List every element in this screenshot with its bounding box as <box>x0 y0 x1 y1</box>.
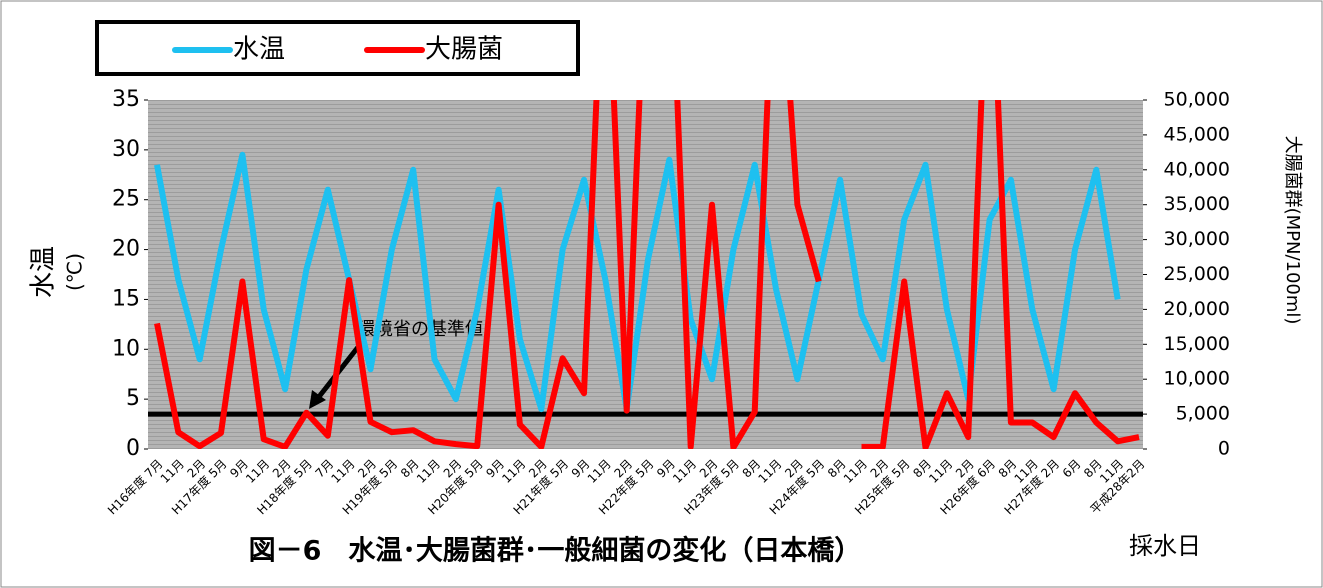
x-tick-label: 11月 <box>841 457 870 486</box>
y2-tick-label: 10,000 <box>1164 368 1230 390</box>
x-axis-label: 採水日 <box>1129 532 1201 560</box>
x-tick-label: 11月 <box>499 457 528 486</box>
x-tick-label: 11月 <box>158 457 187 486</box>
reference-label: 環境省の基準値 <box>357 319 483 340</box>
y2-tick-label: 0 <box>1218 438 1230 460</box>
x-tick-label: 11月 <box>243 457 272 486</box>
data-line <box>154 100 1140 449</box>
data-line <box>154 151 1121 413</box>
x-tick-label: 11月 <box>329 457 358 486</box>
y2-tick-label: 50,000 <box>1164 89 1230 111</box>
y-tick-label: 25 <box>112 187 140 212</box>
y2-tick-label: 20,000 <box>1164 298 1230 320</box>
x-tick-label: 6月 <box>1060 457 1084 481</box>
legend-label: 水温 <box>233 35 285 65</box>
legend-label: 大腸菌 <box>425 35 503 65</box>
y2-tick-label: 40,000 <box>1164 158 1230 180</box>
y2-tick-label: 25,000 <box>1164 263 1230 285</box>
y-axis-unit: (℃) <box>63 253 87 291</box>
y2-axis-label: 大腸菌群(MPN/100ml) <box>1282 136 1303 325</box>
annotation-arrowhead <box>309 390 326 409</box>
y-tick-label: 30 <box>112 137 140 162</box>
legend-box <box>95 20 580 76</box>
legend: 水温 大腸菌 <box>172 35 503 65</box>
y2-tick-label: 30,000 <box>1164 228 1230 250</box>
y2-tick-label: 15,000 <box>1164 333 1230 355</box>
x-tick-label: 11月 <box>670 457 699 486</box>
y-tick-label: 35 <box>112 87 140 112</box>
x-tick-label: 11月 <box>585 457 614 486</box>
chart-title: 図－6 水温･大腸菌群･一般細菌の変化（日本橋） <box>249 535 862 567</box>
y2-tick-label: 5,000 <box>1176 403 1230 425</box>
y-tick-label: 15 <box>112 286 140 311</box>
y-tick-label: 10 <box>112 336 140 361</box>
y2-tick-label: 45,000 <box>1164 123 1230 145</box>
x-tick-label: 11月 <box>755 457 784 486</box>
y-tick-label: 20 <box>112 237 140 262</box>
y-axis-label: 水温 <box>29 246 59 298</box>
annotation-arrow <box>316 340 364 400</box>
x-tick-label: 11月 <box>926 457 955 486</box>
x-tick-label: 11月 <box>414 457 443 486</box>
y2-tick-label: 35,000 <box>1164 193 1230 215</box>
y-tick-label: 5 <box>126 386 140 411</box>
y-tick-label: 0 <box>126 436 140 461</box>
x-tick-label: H16年度 7月 <box>104 456 165 517</box>
